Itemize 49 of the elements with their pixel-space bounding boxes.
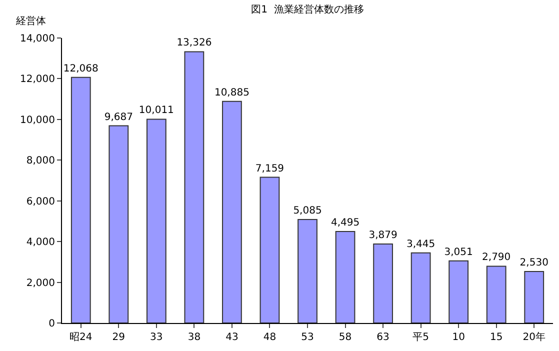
y-tick-label: 6,000	[26, 196, 55, 208]
data-label: 10,885	[214, 87, 250, 98]
bar	[184, 51, 204, 323]
data-label: 2,790	[482, 252, 511, 264]
bar	[524, 271, 544, 323]
bar	[298, 218, 318, 323]
y-tick-label: 14,000	[20, 34, 55, 44]
bar	[486, 266, 506, 323]
bar	[222, 100, 242, 323]
x-tick-label: 29	[112, 332, 126, 343]
data-label: 12,068	[63, 63, 98, 74]
data-label: 2,530	[520, 258, 548, 268]
x-tick-label: 20年	[522, 331, 546, 343]
bar	[335, 230, 356, 323]
y-tick-label: 0	[48, 318, 55, 330]
y-tick-label: 2,000	[26, 278, 55, 289]
y-tick-label: 10,000	[20, 114, 55, 126]
x-tick-label: 昭24	[70, 332, 92, 343]
data-label: 3,879	[368, 230, 398, 242]
bar	[448, 260, 469, 323]
y-axis-title: 経営体	[15, 15, 46, 27]
bar	[410, 252, 431, 323]
bar	[70, 76, 91, 323]
data-label: 3,445	[406, 238, 436, 250]
bar	[260, 176, 280, 323]
x-tick-label: 10	[452, 332, 465, 343]
y-tick-label: 4,000	[26, 237, 55, 248]
x-tick-label: 43	[226, 332, 238, 343]
bar	[146, 118, 166, 323]
x-tick-label: 53	[301, 332, 314, 343]
y-tick-label: 8,000	[26, 156, 55, 167]
y-tick-label: 12,000	[20, 74, 55, 86]
bar	[108, 125, 129, 323]
data-label: 4,495	[330, 217, 360, 228]
chart-title: 図1 漁業経営体数の推移	[251, 3, 364, 16]
x-tick-label: 58	[338, 332, 352, 343]
bar	[373, 244, 393, 323]
x-tick-label: 33	[150, 332, 163, 343]
x-tick-label: 平5	[412, 332, 429, 343]
data-label: 9,687	[104, 112, 133, 123]
data-label: 5,085	[293, 205, 322, 216]
data-label: 13,326	[176, 38, 212, 49]
x-tick-label: 15	[490, 332, 503, 343]
x-tick-label: 38	[188, 332, 201, 343]
data-label: 10,011	[138, 105, 174, 116]
x-tick-label: 48	[263, 332, 276, 343]
x-tick-label: 63	[376, 332, 390, 343]
data-label: 3,051	[444, 246, 473, 258]
data-label: 7,159	[255, 163, 284, 174]
